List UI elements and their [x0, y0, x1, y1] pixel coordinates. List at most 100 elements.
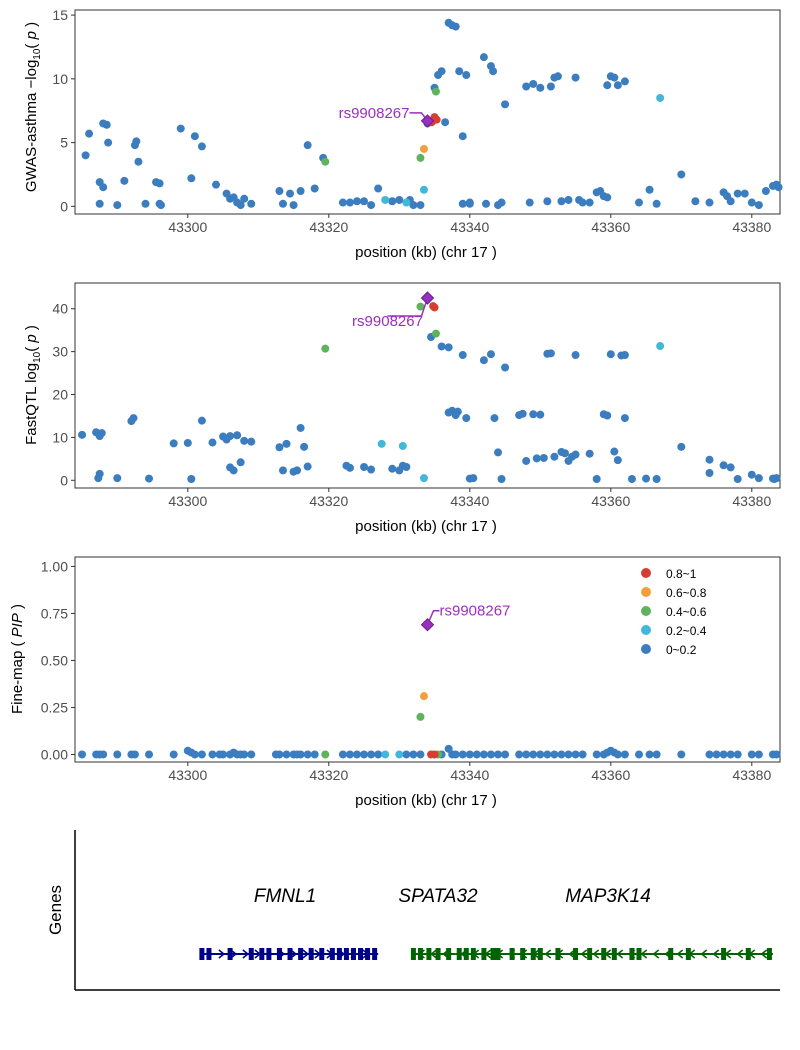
data-point: [719, 461, 728, 470]
data-point: [374, 750, 383, 759]
data-point: [486, 350, 495, 359]
data-point: [705, 468, 714, 477]
data-point: [754, 474, 763, 483]
data-point: [409, 750, 418, 759]
x-tick-label: 43380: [732, 767, 771, 783]
data-point: [134, 157, 143, 166]
strand-arrow: [302, 949, 310, 959]
data-point: [726, 750, 735, 759]
data-point: [501, 100, 510, 109]
data-point: [635, 750, 643, 759]
strand-arrow: [290, 949, 298, 959]
data-point: [613, 456, 622, 465]
data-point: [78, 750, 87, 759]
data-point: [296, 187, 305, 196]
data-point: [462, 71, 471, 80]
data-point: [613, 750, 622, 759]
data-point: [282, 439, 291, 448]
lead-snp-marker: [420, 291, 435, 305]
data-point: [451, 750, 460, 759]
data-point: [275, 750, 284, 759]
legend-label: 0.2~0.4: [666, 624, 707, 638]
strand-arrow: [652, 949, 660, 959]
x-tick-label: 43320: [309, 493, 348, 509]
data-point: [381, 195, 390, 204]
strand-arrow: [736, 949, 744, 959]
data-point: [402, 462, 411, 471]
finemap-points: [78, 692, 781, 759]
legend-swatch: [641, 606, 651, 616]
data-point: [169, 750, 178, 759]
data-point: [381, 750, 390, 759]
exon-block: [343, 948, 349, 960]
data-point: [571, 73, 580, 82]
x-tick-label: 43320: [309, 767, 348, 783]
exon-block: [766, 948, 772, 960]
data-point: [489, 67, 498, 76]
exon-block: [365, 948, 371, 960]
data-point: [536, 83, 545, 92]
data-point: [529, 79, 538, 88]
y-tick-label: 0.50: [41, 652, 68, 668]
data-point: [610, 447, 619, 456]
data-point: [94, 474, 103, 483]
data-point: [437, 342, 446, 351]
data-point: [529, 750, 538, 759]
gwas-lead-snp: rs9908267: [339, 105, 435, 128]
data-point: [518, 409, 527, 418]
data-point: [296, 750, 305, 759]
lead-snp-marker: [420, 114, 435, 128]
data-point: [754, 201, 763, 210]
data-point: [360, 750, 369, 759]
data-point: [296, 423, 305, 432]
data-point: [437, 67, 446, 76]
data-point: [479, 356, 488, 365]
y-tick-label: 0: [60, 198, 68, 214]
data-point: [416, 153, 425, 162]
data-point: [120, 176, 129, 185]
data-point: [416, 750, 425, 759]
data-point: [416, 201, 425, 210]
exon-block: [298, 948, 304, 960]
data-point: [360, 197, 369, 206]
strand-arrow: [760, 949, 768, 959]
data-point: [747, 470, 756, 479]
finemap-plot-frame: [74, 556, 781, 763]
data-point: [145, 474, 154, 483]
data-point: [585, 449, 594, 458]
exon-block: [372, 948, 378, 960]
lead-snp-label: rs9908267: [440, 603, 511, 620]
data-point: [458, 750, 467, 759]
y-tick-label: 0.00: [41, 746, 68, 762]
exon-block: [490, 948, 496, 960]
data-point: [402, 198, 411, 207]
qtl-points: [78, 302, 781, 483]
data-point: [494, 750, 502, 759]
data-point: [770, 474, 779, 483]
data-point: [603, 193, 612, 202]
data-point: [652, 474, 661, 483]
data-point: [338, 750, 347, 759]
data-point: [247, 199, 256, 208]
data-point: [398, 441, 407, 450]
exon-block: [470, 948, 476, 960]
gwas-axis-ticks: 43300 43320 43340 43360 43380 0 5 10 15: [52, 7, 771, 235]
data-point: [532, 454, 541, 463]
gwas-y-axis-label: GWAS-asthma −log10( p ): [23, 22, 43, 192]
exon-block: [248, 948, 254, 960]
strand-arrow: [242, 949, 250, 959]
exon-block: [601, 948, 607, 960]
exon-block: [636, 948, 642, 960]
legend-swatch: [641, 644, 651, 654]
data-point: [656, 342, 665, 351]
data-point: [104, 138, 113, 147]
data-point: [553, 72, 562, 81]
exon-block: [520, 948, 526, 960]
legend-swatch: [641, 587, 651, 597]
data-point: [522, 750, 531, 759]
data-point: [132, 137, 141, 146]
gene-name-label: SPATA32: [398, 886, 478, 907]
lead-label-connector: [387, 297, 429, 317]
data-point: [275, 443, 284, 452]
data-point: [247, 437, 256, 446]
